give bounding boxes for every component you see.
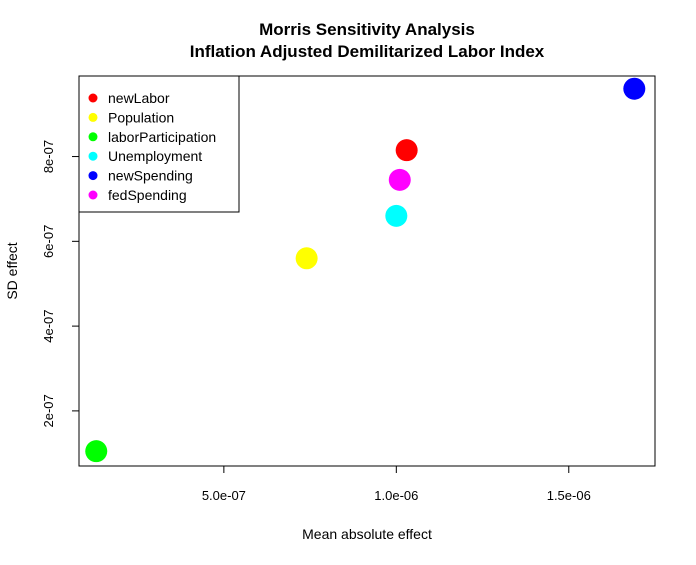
point-newSpending: [623, 77, 646, 100]
y-tick-label: 2e-07: [41, 394, 56, 427]
legend-label-newSpending: newSpending: [108, 168, 193, 184]
y-tick-label: 4e-07: [41, 309, 56, 342]
legend-marker-Population: [88, 112, 98, 122]
legend-marker-fedSpending: [88, 190, 98, 200]
point-newLabor: [395, 139, 418, 162]
chart-subtitle: Inflation Adjusted Demilitarized Labor I…: [190, 42, 545, 61]
x-tick-label: 1.5e-06: [547, 488, 591, 503]
legend-marker-newSpending: [88, 171, 98, 181]
y-tick-label: 8e-07: [41, 140, 56, 173]
legend-label-Unemployment: Unemployment: [108, 148, 202, 164]
x-tick-label: 5.0e-07: [202, 488, 246, 503]
data-points: [85, 77, 646, 463]
legend-label-Population: Population: [108, 109, 174, 125]
chart-title: Morris Sensitivity Analysis: [259, 20, 475, 39]
legend-marker-laborParticipation: [88, 132, 98, 142]
y-axis-title: SD effect: [4, 242, 20, 299]
legend-label-laborParticipation: laborParticipation: [108, 129, 216, 145]
point-fedSpending: [388, 168, 411, 191]
x-tick-label: 1.0e-06: [374, 488, 418, 503]
point-laborParticipation: [85, 440, 108, 463]
legend-label-newLabor: newLabor: [108, 90, 170, 106]
x-axis: 5.0e-07 1.0e-06 1.5e-06: [202, 465, 591, 503]
legend-marker-Unemployment: [88, 151, 98, 161]
legend: newLabor Population laborParticipation Unem…: [78, 75, 240, 213]
point-Unemployment: [385, 204, 408, 227]
y-axis: 2e-07 4e-07 6e-07 8e-07: [41, 140, 80, 428]
y-tick-label: 6e-07: [41, 225, 56, 258]
x-axis-title: Mean absolute effect: [302, 526, 432, 542]
legend-marker-newLabor: [88, 93, 98, 103]
point-Population: [295, 247, 318, 270]
legend-label-fedSpending: fedSpending: [108, 187, 187, 203]
legend-box: [78, 75, 240, 213]
